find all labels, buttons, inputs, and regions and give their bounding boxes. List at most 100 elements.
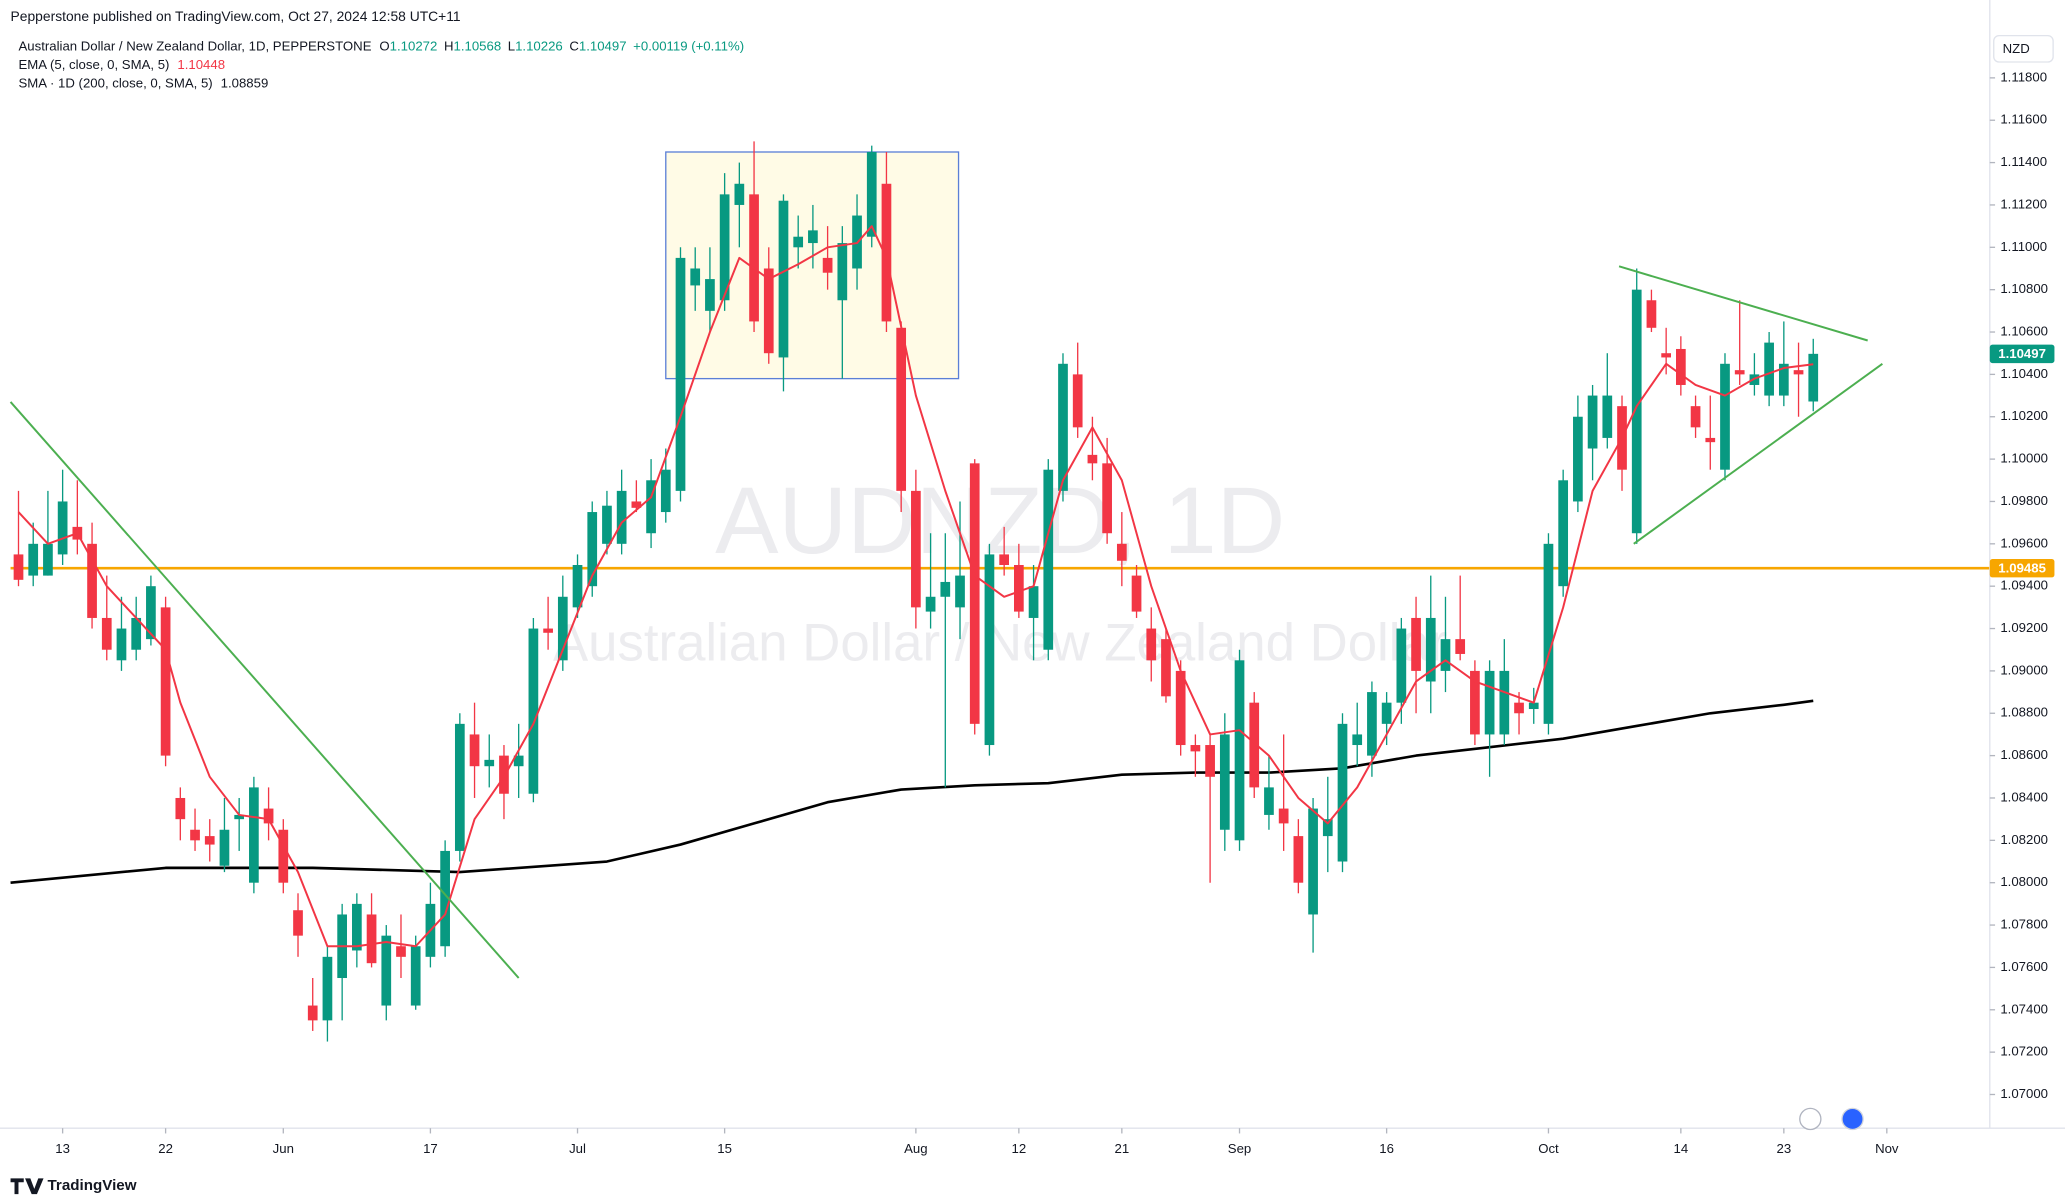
event-icon[interactable] — [1799, 1107, 1822, 1131]
candle-body — [1793, 370, 1804, 375]
candle-body — [1720, 363, 1730, 470]
symbol-title: Australian Dollar / New Zealand Dollar, … — [18, 39, 371, 54]
x-tick-label: Jul — [569, 1141, 586, 1156]
candle-body — [602, 505, 612, 544]
y-tick-label: 1.10800 — [2000, 281, 2048, 296]
price-tag-label: 1.09485 — [1998, 560, 2046, 575]
y-tick-label: 1.07000 — [2000, 1086, 2048, 1101]
candle-body — [1116, 543, 1127, 561]
candle-body — [1352, 734, 1363, 746]
candle-body — [1676, 348, 1686, 385]
candle-body — [160, 607, 171, 756]
candle-body — [1146, 628, 1157, 661]
candle-body — [190, 829, 200, 841]
y-tick-label: 1.09600 — [2000, 535, 2048, 550]
y-tick-label: 1.11400 — [2000, 154, 2047, 169]
y-tick-label: 1.08200 — [2000, 832, 2048, 847]
tv-logo-icon — [10, 1178, 44, 1195]
candle-body — [1381, 702, 1392, 724]
x-tick-label: 21 — [1114, 1141, 1129, 1156]
candle-body — [440, 850, 450, 947]
candle-body — [28, 543, 39, 576]
candle-body — [690, 268, 701, 286]
x-tick-label: Jun — [273, 1141, 294, 1156]
candle-body — [646, 480, 656, 534]
currency-label: NZD — [2003, 41, 2030, 56]
y-tick-label: 1.07800 — [2000, 917, 2048, 932]
candle-body — [1249, 702, 1260, 788]
x-tick-label: 12 — [1012, 1141, 1027, 1156]
candle-body — [543, 628, 553, 633]
y-tick-label: 1.08000 — [2000, 874, 2048, 889]
candle-body — [293, 910, 303, 936]
candle-body — [1205, 745, 1215, 777]
axis-layer: 1.07000 1.07200 1.07400 1.07600 1.07800 1.080… — [0, 0, 2065, 1156]
candle-body — [1573, 416, 1583, 502]
candle-body — [454, 723, 465, 851]
candle-body — [1646, 300, 1657, 328]
candle-body — [1102, 463, 1112, 534]
candle-body — [131, 617, 142, 650]
candle-body — [763, 268, 774, 354]
range-box — [665, 151, 960, 380]
candle-body — [1514, 702, 1524, 714]
candle-body — [352, 903, 362, 951]
candle-body — [322, 956, 333, 1021]
x-tick-label: 14 — [1674, 1141, 1689, 1156]
change: +0.00119 (+0.11%) — [633, 39, 744, 54]
candle-body — [1764, 342, 1774, 396]
ohlc-label: H — [444, 39, 454, 54]
candle-body — [1499, 670, 1510, 735]
candle-body — [1425, 617, 1436, 682]
candle-body — [896, 327, 907, 491]
price-tag — [1989, 344, 2055, 364]
candle-body — [1367, 692, 1377, 756]
indicator-name: SMA · 1D (200, close, 0, SMA, 5) — [18, 76, 212, 91]
candle-body — [513, 755, 524, 767]
legend-main: Australian Dollar / New Zealand Dollar, … — [18, 39, 744, 54]
ohlc-label: L — [508, 39, 515, 54]
candle-body — [469, 734, 480, 767]
candle-body — [1278, 808, 1289, 824]
plot-layer — [9, 141, 1990, 1042]
y-tick-label: 1.10200 — [2000, 408, 2048, 423]
y-tick-label: 1.11000 — [2000, 239, 2047, 254]
candle-body — [366, 914, 377, 964]
candle-body — [1219, 734, 1230, 830]
candle-body — [263, 808, 274, 824]
y-tick-label: 1.10000 — [2000, 451, 2048, 466]
y-tick-label: 1.07600 — [2000, 959, 2048, 974]
price-tag — [1989, 558, 2055, 578]
x-tick-label: 16 — [1379, 1141, 1394, 1156]
candle-body — [1778, 363, 1789, 396]
candle-body — [57, 501, 68, 555]
y-tick-label: 1.07200 — [2000, 1044, 2048, 1059]
candle-body — [572, 565, 583, 608]
candle-body — [1808, 353, 1819, 402]
event-icon[interactable] — [1841, 1107, 1864, 1131]
ema-line — [17, 225, 1814, 948]
watermark-subtitle: Australian Dollar / New Zealand Dollar — [553, 613, 1447, 672]
candle-body — [1058, 363, 1068, 491]
candle-body — [1734, 370, 1745, 375]
x-tick-label: 23 — [1776, 1141, 1791, 1156]
candle-body — [1043, 469, 1054, 650]
y-tick-label: 1.09800 — [2000, 493, 2048, 508]
candle-body — [557, 596, 568, 661]
candle-body — [1484, 670, 1495, 735]
candle-body — [587, 512, 598, 587]
candle-body — [1190, 745, 1201, 752]
ohlc-label: C — [569, 39, 579, 54]
y-tick-label: 1.10600 — [2000, 324, 2048, 339]
ohlc-value: 1.10272 — [390, 39, 438, 54]
currency-button[interactable] — [1993, 34, 2054, 63]
candle-body — [234, 814, 245, 820]
candle-body — [381, 935, 392, 1006]
y-tick-label: 1.11600 — [2000, 112, 2047, 127]
candle-body — [43, 543, 53, 576]
y-tick-label: 1.08600 — [2000, 747, 2048, 762]
candle-body — [1690, 406, 1701, 428]
candle-body — [528, 628, 539, 794]
candle-body — [146, 586, 156, 640]
candle-body — [1161, 639, 1171, 697]
